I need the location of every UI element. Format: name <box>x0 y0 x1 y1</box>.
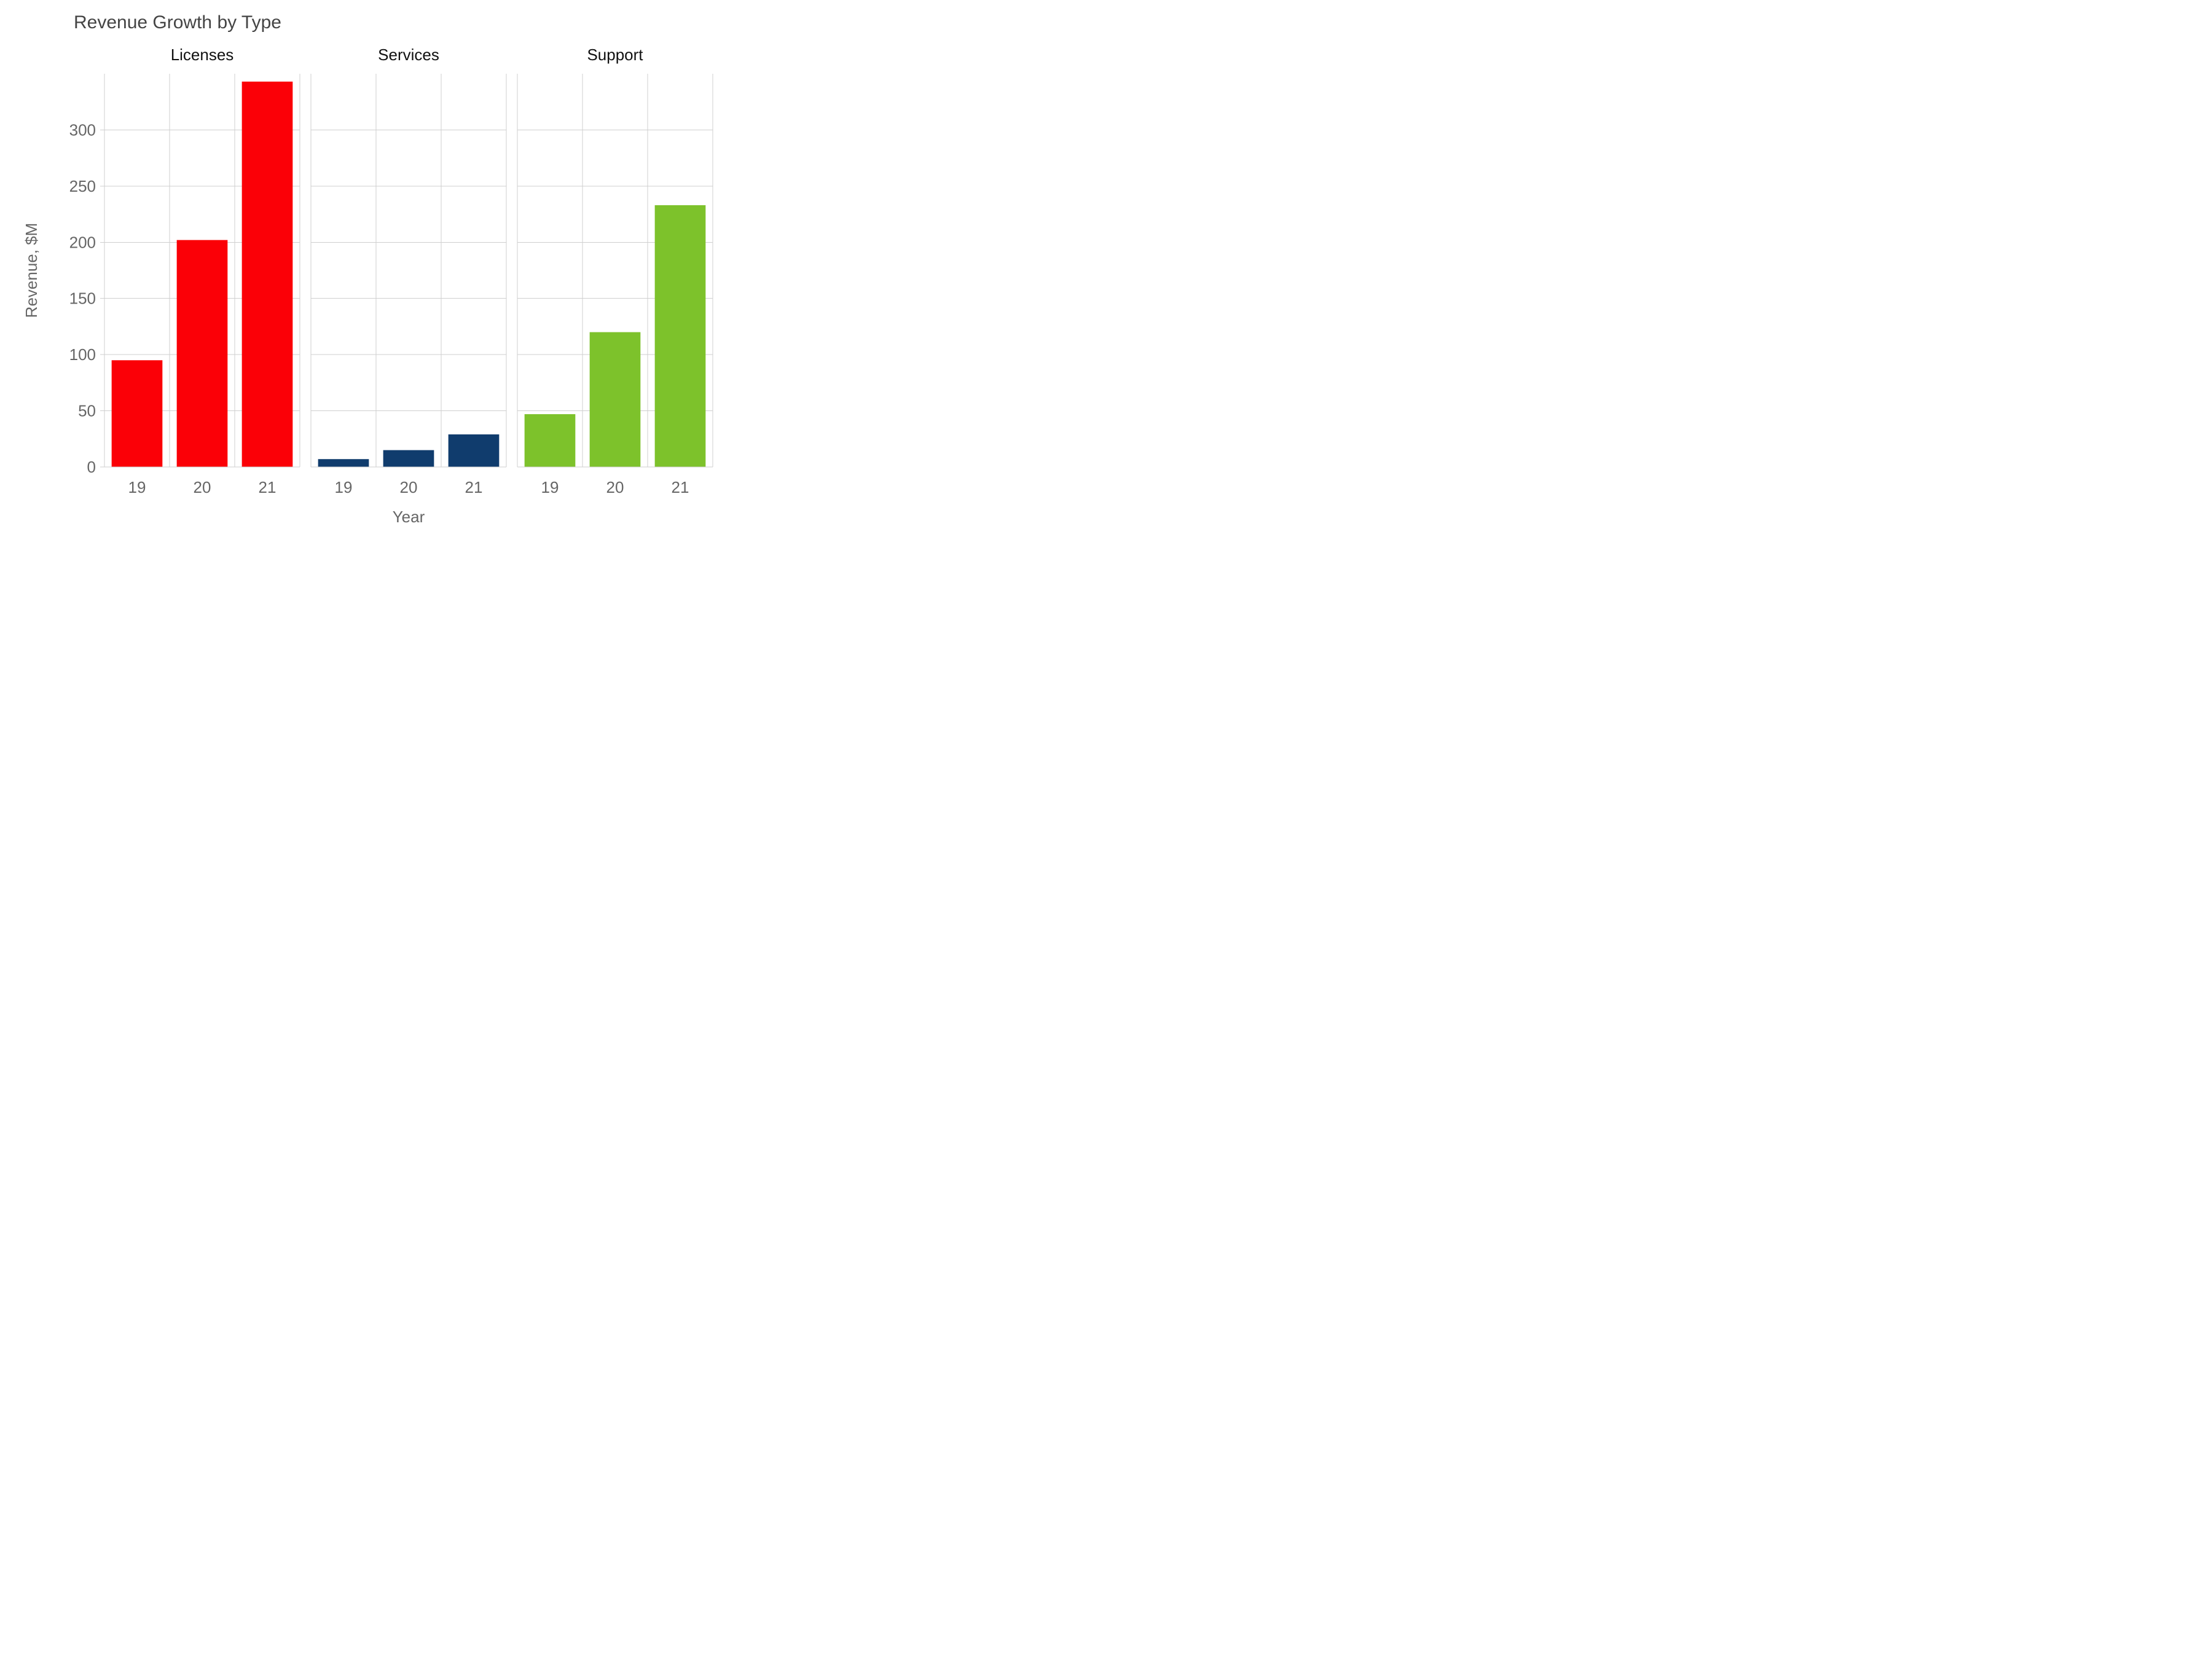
y-tick-label: 50 <box>78 402 96 420</box>
chart-container: Revenue Growth by TypeLicenses192021Serv… <box>0 0 737 553</box>
x-tick-label: 19 <box>128 478 146 496</box>
revenue-growth-chart: Revenue Growth by TypeLicenses192021Serv… <box>0 0 737 553</box>
y-axis-label: Revenue, $M <box>22 223 41 318</box>
bar <box>242 82 293 467</box>
x-tick-label: 21 <box>465 478 483 496</box>
x-tick-label: 19 <box>541 478 559 496</box>
bar <box>449 434 500 467</box>
facet-title: Services <box>378 45 439 64</box>
facet-services: Services 19 20 21 <box>311 45 506 496</box>
facet-title: Support <box>587 45 643 64</box>
x-tick-label: 21 <box>259 478 276 496</box>
x-tick-label: 20 <box>400 478 418 496</box>
x-tick-label: 21 <box>672 478 689 496</box>
facet-support: Support 19 20 21 <box>517 45 713 496</box>
y-tick-label: 300 <box>69 120 96 139</box>
bar <box>525 414 576 467</box>
bar <box>383 450 434 467</box>
x-tick-label: 20 <box>194 478 211 496</box>
chart-title: Revenue Growth by Type <box>74 12 281 33</box>
bar <box>590 332 641 467</box>
y-tick-label: 150 <box>69 289 96 308</box>
facet-licenses: Licenses 19 20 21 <box>104 45 300 496</box>
bar <box>318 459 369 467</box>
x-axis-label: Year <box>393 508 425 526</box>
x-tick-label: 19 <box>335 478 353 496</box>
bar <box>655 205 706 467</box>
y-tick-label: 100 <box>69 345 96 364</box>
bar <box>177 240 228 467</box>
facet-title: Licenses <box>171 45 234 64</box>
x-tick-label: 20 <box>606 478 624 496</box>
y-tick-label: 250 <box>69 177 96 195</box>
bar <box>112 360 163 467</box>
y-tick-label: 200 <box>69 233 96 251</box>
y-tick-label: 0 <box>87 458 96 476</box>
